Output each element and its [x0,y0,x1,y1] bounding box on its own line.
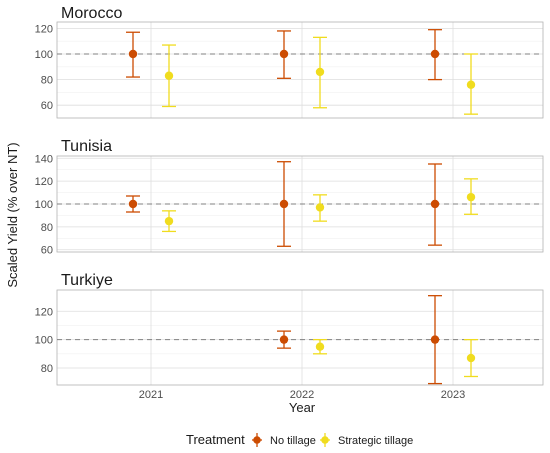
y-tick-label: 60 [41,100,53,112]
y-tick-label: 140 [35,153,53,165]
facet-title: Turkiye [61,272,113,289]
y-tick-label: 80 [41,222,53,234]
data-point-strategic-tillage [464,178,478,215]
data-point-no-tillage [428,295,442,385]
y-tick-label: 100 [35,49,53,61]
point-marker [164,71,174,80]
panel-border [56,289,544,386]
y-tick-label: 100 [35,335,53,347]
legend-key-marker [253,436,261,444]
data-point-no-tillage [277,330,291,349]
point-marker [466,80,476,89]
data-point-strategic-tillage [464,53,478,115]
data-point-strategic-tillage [162,44,176,108]
legend-label: No tillage [270,435,316,447]
data-point-no-tillage [126,31,140,78]
facet-panels: Morocco 60 80 100 120 Tunisia 60 80 100 120 140 Tur… [35,5,544,401]
y-tick-label: 120 [35,306,53,318]
y-tick-label: 80 [41,75,53,87]
data-point-no-tillage [126,195,140,213]
y-axis-title: Scaled Yield (% over NT) [5,142,20,287]
point-marker [128,199,138,209]
point-marker [279,199,289,209]
legend-title: Treatment [186,432,245,447]
x-axis-title: Year [289,400,316,415]
facet-title: Morocco [61,5,122,22]
data-point-strategic-tillage [313,338,327,355]
data-point-no-tillage [277,30,291,79]
data-point-strategic-tillage [162,210,176,233]
y-tick-label: 80 [41,363,53,375]
point-marker [315,67,325,77]
data-point-no-tillage [428,163,442,246]
point-marker [315,342,325,351]
y-tick-label: 120 [35,176,53,188]
y-tick-label: 100 [35,199,53,211]
y-tick-label: 60 [41,245,53,257]
legend: No tillage Strategic tillage [252,433,413,447]
point-marker [315,203,325,212]
point-marker [279,335,289,344]
data-point-no-tillage [428,29,442,81]
x-tick-label: 2021 [139,389,163,401]
legend-entry-no-tillage: No tillage [252,433,316,447]
x-tick-label: 2023 [441,389,465,401]
legend-entry-strategic-tillage: Strategic tillage [320,433,413,447]
panel-border [56,21,544,119]
facet-tunisia: Tunisia 60 80 100 120 140 [35,138,544,257]
x-tick-label: 2022 [290,389,314,401]
data-point-no-tillage [277,161,291,247]
point-marker [430,199,440,209]
point-marker [279,49,289,59]
point-marker [430,335,440,344]
data-point-strategic-tillage [464,338,478,378]
point-marker [466,192,476,202]
facet-morocco: Morocco 60 80 100 120 [35,5,544,119]
point-marker [164,216,174,226]
point-marker [466,353,476,363]
facet-title: Tunisia [61,138,112,155]
data-point-strategic-tillage [313,36,327,109]
data-point-strategic-tillage [313,194,327,222]
point-marker [128,49,138,59]
legend-label: Strategic tillage [338,435,413,447]
y-tick-label: 120 [35,23,53,35]
point-marker [430,49,440,59]
facet-turkiye: Turkiye 80 100 120 [35,272,544,386]
legend-key-marker [321,436,329,444]
